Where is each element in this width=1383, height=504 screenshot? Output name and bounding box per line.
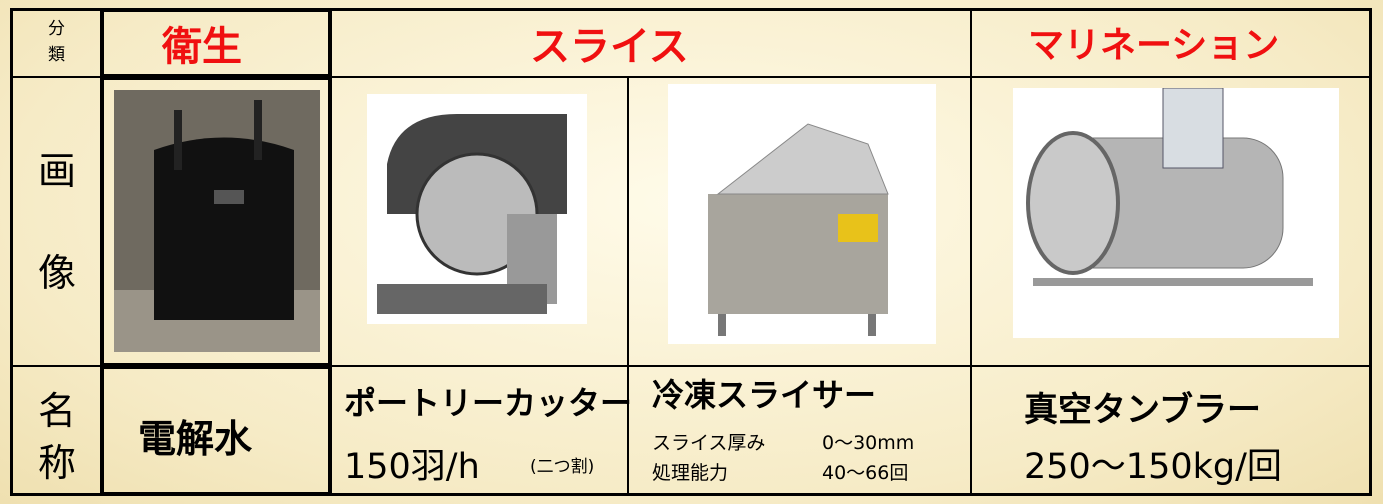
photo-electrolyzer — [114, 90, 320, 352]
item-name: 冷凍スライサー — [652, 376, 877, 414]
item-spec: 250～150kg/回 — [1024, 447, 1282, 487]
photo-frozen-slicer — [668, 84, 936, 344]
row-label: 称 — [38, 441, 77, 485]
item-name: ポートリーカッター — [344, 384, 633, 422]
row-label: 名 — [38, 389, 77, 433]
column-header: 衛生 — [162, 24, 242, 70]
category-label: 分 — [48, 19, 65, 39]
spec-label: 処理能力 — [652, 462, 729, 484]
column-header: マリネーション — [1028, 25, 1280, 66]
item-name: 電解水 — [138, 417, 253, 461]
photo-vacuum-tumbler — [1013, 88, 1339, 338]
column-header: スライス — [530, 24, 689, 70]
item-note: (二つ割) — [530, 457, 595, 477]
category-label: 類 — [48, 45, 65, 65]
item-name: 真空タンブラー — [1024, 390, 1261, 430]
row-label: 画 — [38, 149, 77, 193]
cell — [970, 365, 1372, 496]
spec-value: 40～66回 — [822, 462, 909, 484]
row-label: 像 — [38, 251, 77, 295]
spec-label: スライス厚み — [652, 432, 766, 454]
item-spec: 150羽/h — [344, 447, 480, 487]
photo-poultry-cutter — [367, 94, 587, 324]
spec-value: 0～30mm — [822, 432, 915, 454]
cell — [10, 76, 102, 367]
